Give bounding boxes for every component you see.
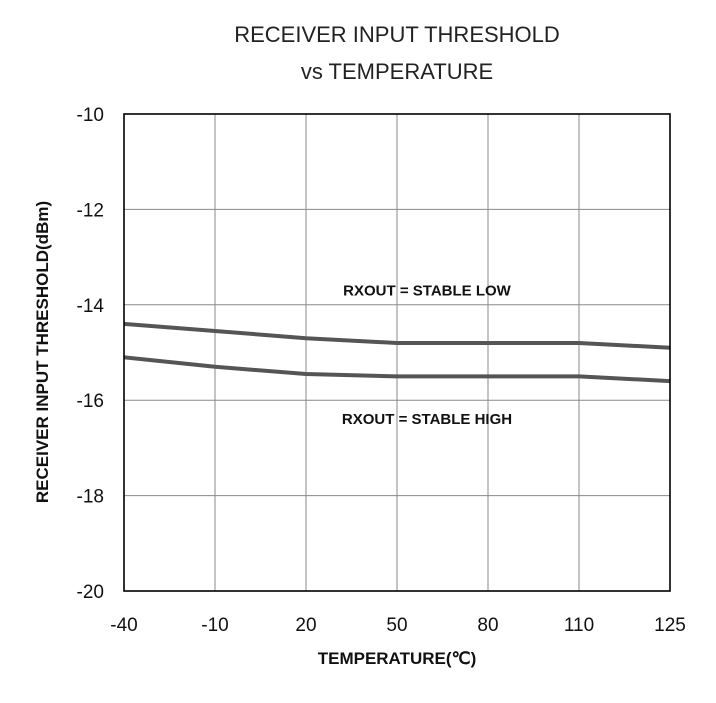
y-tick-label: -16 xyxy=(77,391,104,412)
y-tick-label: -10 xyxy=(77,105,104,126)
y-tick-label: -12 xyxy=(77,200,104,221)
annotations: RXOUT = STABLE LOW RXOUT = STABLE HIGH xyxy=(342,282,512,428)
chart-title-line1: RECEIVER INPUT THRESHOLD xyxy=(234,22,560,47)
annotation-label: RXOUT = STABLE HIGH xyxy=(342,411,512,428)
y-tick-label: -18 xyxy=(77,487,104,508)
series-line-1 xyxy=(123,321,671,350)
y-tick-label: -20 xyxy=(77,582,104,603)
chart-title-line2: vs TEMPERATURE xyxy=(301,59,493,84)
x-tick-label: 50 xyxy=(386,615,407,636)
x-tick-label: -10 xyxy=(201,615,228,636)
y-tick-label: -14 xyxy=(77,296,105,317)
annotation-label: RXOUT = STABLE LOW xyxy=(343,282,511,299)
y-axis-label: RECEIVER INPUT THRESHOLD(dBm) xyxy=(33,201,52,503)
x-tick-label: 20 xyxy=(295,615,316,636)
series-group xyxy=(123,321,671,384)
x-tick-label: 80 xyxy=(477,615,498,636)
plot-area-frame xyxy=(123,113,671,592)
x-axis-label: TEMPERATURE(℃) xyxy=(318,649,477,668)
tick-labels: -40 -10 20 50 80 110 125 -10 -12 -14 -16 -18 -20 xyxy=(77,105,686,636)
grid xyxy=(124,114,670,591)
series-line-2 xyxy=(123,355,671,384)
x-tick-label: -40 xyxy=(110,615,137,636)
x-tick-label: 110 xyxy=(564,615,594,636)
x-tick-label: 125 xyxy=(654,615,686,636)
